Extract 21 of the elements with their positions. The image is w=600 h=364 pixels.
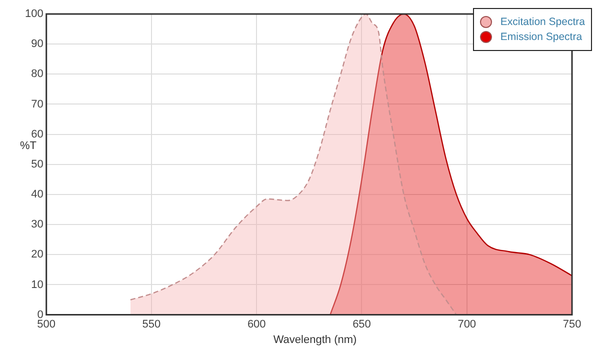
x-tick-label: 650 <box>352 318 371 330</box>
legend-label: Emission Spectra <box>500 31 582 43</box>
x-tick-label: 750 <box>562 318 582 330</box>
y-tick-label: 0 <box>37 308 44 321</box>
x-tick-label: 500 <box>37 318 56 330</box>
x-tick-label: 550 <box>142 318 161 330</box>
y-tick-label: 60 <box>31 128 44 140</box>
y-tick-label: 40 <box>31 188 44 201</box>
x-tick-label: 600 <box>247 318 266 330</box>
y-tick-label: 100 <box>24 8 44 20</box>
y-tick-label: 30 <box>31 218 44 231</box>
y-tick-label: 10 <box>31 278 44 291</box>
x-tick-label: 700 <box>458 318 476 330</box>
y-tick-label: 70 <box>31 98 44 110</box>
legend-label: Excitation Spectra <box>500 16 585 28</box>
y-tick-label: 90 <box>31 38 44 50</box>
y-axis-title: %T <box>20 140 36 152</box>
y-tick-label: 20 <box>31 248 44 261</box>
y-tick-label: 80 <box>31 68 44 80</box>
y-tick-label: 50 <box>31 158 44 170</box>
x-axis-title: Wavelength (nm) <box>272 334 358 346</box>
